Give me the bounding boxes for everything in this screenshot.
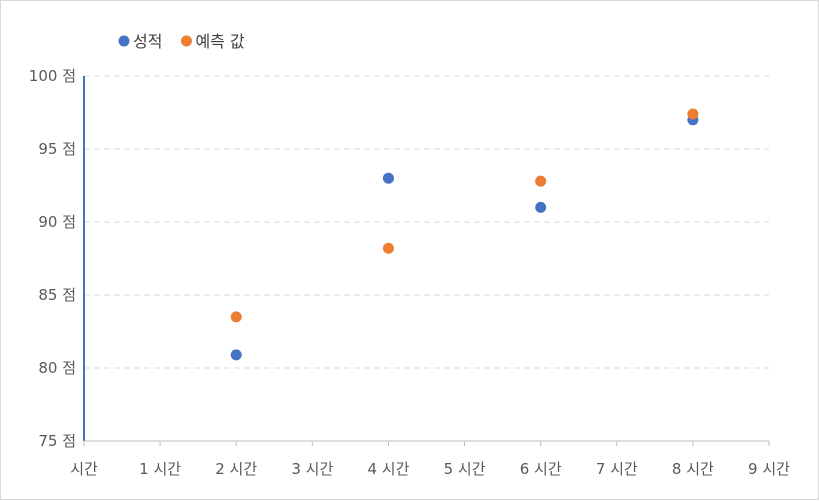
data-point-series-1 — [687, 108, 699, 120]
y-tick-label: 100 점 — [29, 67, 76, 85]
legend-label-series-0: 성적 — [133, 32, 162, 51]
data-point-series-1 — [382, 242, 394, 254]
legend-marker-series-1 — [180, 35, 192, 47]
x-tick-label: 6 시간 — [520, 460, 562, 478]
data-point-series-0 — [230, 349, 242, 361]
x-tick-label: 4 시간 — [367, 460, 409, 478]
x-tick-label: 8 시간 — [672, 460, 714, 478]
y-axis-tick-labels: 75 점 80 점 85 점 90 점 95 점 100 점 — [29, 67, 76, 450]
x-tick-label: 5 시간 — [444, 460, 486, 478]
data-point-series-1 — [535, 175, 547, 187]
x-axis-tick-labels: 시간 1 시간 2 시간 3 시간 4 시간 5 시간 6 시간 7 시간 8 시간 9 시간 — [70, 460, 790, 478]
x-tick-label: 7 시간 — [596, 460, 638, 478]
x-tick-label: 시간 — [70, 460, 98, 478]
y-tick-label: 90 점 — [38, 213, 76, 231]
y-tick-label: 95 점 — [38, 140, 76, 158]
y-tick-label: 85 점 — [38, 286, 76, 304]
legend-label-series-1: 예측 값 — [195, 32, 245, 51]
data-point-series-0 — [535, 201, 547, 213]
x-tick-label: 1 시간 — [139, 460, 181, 478]
x-tick-label: 9 시간 — [748, 460, 790, 478]
legend: 성적 예측 값 — [118, 32, 245, 51]
legend-marker-series-0 — [118, 35, 130, 47]
y-tick-label: 80 점 — [38, 359, 76, 377]
x-tick-label: 3 시간 — [291, 460, 333, 478]
data-point-series-1 — [230, 311, 242, 323]
data-point-series-0 — [382, 172, 394, 184]
axes — [83, 76, 770, 446]
data-points — [230, 108, 699, 361]
gridlines — [84, 75, 769, 369]
x-tick-label: 2 시간 — [215, 460, 257, 478]
y-tick-label: 75 점 — [38, 432, 76, 450]
